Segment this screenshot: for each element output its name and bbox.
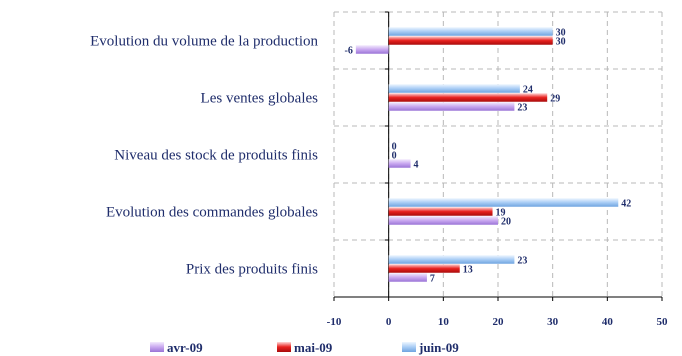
data-label: 23 (517, 102, 527, 113)
bar-mai-09 (388, 264, 460, 273)
bar-avr-09 (388, 159, 411, 168)
x-tick-label: -10 (327, 316, 342, 328)
bar-juin-09 (388, 255, 515, 264)
category-label: Prix des produits finis (186, 262, 318, 278)
data-label: 20 (501, 216, 511, 227)
bar-avr-09 (388, 273, 427, 282)
legend: avr-09 mai-09 juin-09 (150, 340, 459, 355)
data-label: 24 (523, 84, 533, 95)
x-tick-label: 50 (657, 316, 669, 328)
category-label: Evolution du volume de la production (90, 34, 318, 50)
bar-mai-09 (388, 93, 548, 102)
legend-label: mai-09 (294, 340, 333, 355)
bar-avr-09 (388, 216, 498, 225)
x-tick-label: 40 (602, 316, 614, 328)
bar-juin-09 (388, 84, 520, 93)
data-label: -6 (345, 45, 353, 56)
x-tick-label: 30 (547, 316, 559, 328)
x-tick-label: 20 (493, 316, 505, 328)
legend-label: avr-09 (167, 340, 203, 355)
data-label: 13 (463, 264, 473, 275)
legend-label: juin-09 (418, 340, 459, 355)
data-label: 23 (517, 255, 527, 266)
category-label: Les ventes globales (201, 91, 319, 107)
bar-juin-09 (388, 27, 553, 36)
data-label: 0 (392, 141, 397, 152)
bar-avr-09 (388, 102, 515, 111)
category-label: Niveau des stock de produits finis (114, 148, 318, 164)
legend-swatch (402, 342, 416, 352)
data-label: 4 (414, 159, 419, 170)
data-label: 0 (392, 150, 397, 161)
bars (355, 27, 619, 282)
data-label: 42 (621, 198, 631, 209)
bar-mai-09 (388, 36, 553, 45)
data-label: 19 (496, 207, 506, 218)
data-label: 30 (556, 36, 566, 47)
data-label: 30 (556, 27, 566, 38)
legend-swatch (150, 342, 164, 352)
bar-mai-09 (388, 207, 493, 216)
grid-lines (333, 11, 663, 298)
data-label: 7 (430, 273, 435, 284)
axes (333, 11, 663, 301)
bar-juin-09 (388, 198, 619, 207)
bar-avr-09 (355, 45, 389, 54)
category-label: Evolution des commandes globales (106, 205, 318, 221)
x-tick-label: 0 (386, 316, 392, 328)
data-label: 29 (550, 93, 560, 104)
legend-swatch (277, 342, 291, 352)
x-tick-label: 10 (438, 316, 450, 328)
